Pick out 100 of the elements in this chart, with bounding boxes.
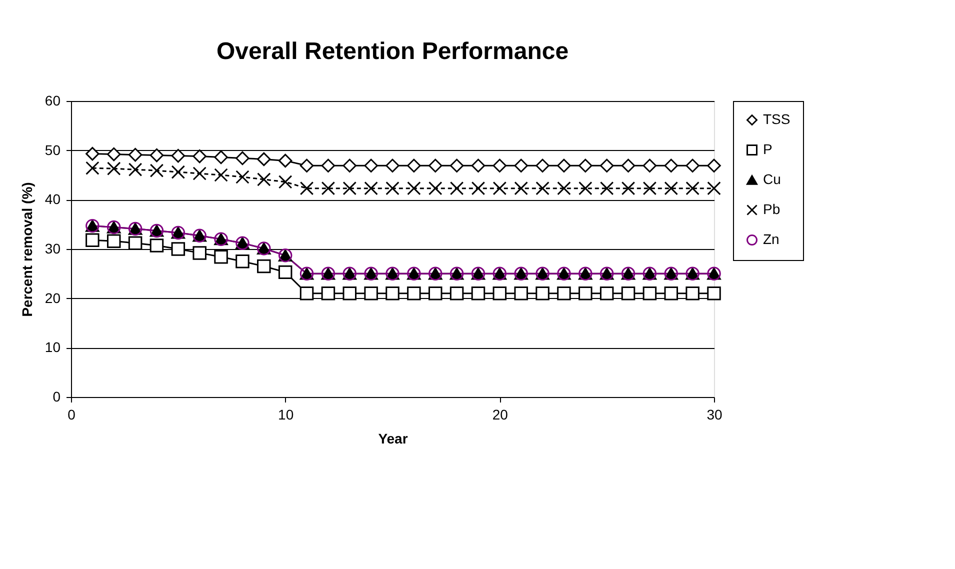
point <box>557 181 571 196</box>
point <box>428 158 442 172</box>
point <box>128 148 142 162</box>
point <box>536 286 550 300</box>
point <box>450 158 464 172</box>
y-tick-label: 10 <box>44 339 61 356</box>
point <box>621 158 636 172</box>
point <box>171 242 186 256</box>
point <box>364 286 378 300</box>
point <box>214 250 228 264</box>
point <box>707 286 721 300</box>
legend-label: Zn <box>763 231 780 247</box>
point <box>321 286 336 300</box>
point <box>150 238 164 252</box>
legend-label: P <box>763 141 772 157</box>
point <box>300 181 314 196</box>
point <box>278 265 292 280</box>
point <box>386 181 400 196</box>
point <box>557 158 571 172</box>
legend-label: TSS <box>763 111 790 127</box>
point <box>514 158 528 172</box>
point <box>686 286 700 300</box>
y-tick-label: 30 <box>44 240 61 256</box>
point <box>578 286 592 300</box>
point <box>578 158 592 172</box>
legend-label: Cu <box>763 171 781 187</box>
point <box>236 254 250 268</box>
point <box>536 181 550 196</box>
point <box>257 152 271 166</box>
point <box>664 286 678 300</box>
point <box>342 286 357 300</box>
point <box>171 148 186 163</box>
point <box>428 286 442 300</box>
point <box>342 181 357 196</box>
point <box>236 170 250 184</box>
y-tick-label: 20 <box>44 290 61 306</box>
point <box>364 158 378 172</box>
point <box>686 158 700 172</box>
point <box>321 158 336 172</box>
point <box>106 162 121 176</box>
point <box>86 233 100 247</box>
y-tick-label: 40 <box>44 191 61 208</box>
point <box>128 236 142 250</box>
point <box>450 181 464 196</box>
point <box>150 148 164 162</box>
x-tick-label: 0 <box>68 406 76 422</box>
point <box>321 181 336 196</box>
point <box>236 151 250 166</box>
point <box>407 286 421 300</box>
point <box>492 158 507 172</box>
point <box>106 147 121 162</box>
point <box>300 158 314 172</box>
point <box>664 158 678 172</box>
point <box>621 286 636 300</box>
y-tick-label: 50 <box>44 142 61 158</box>
point <box>578 181 592 196</box>
point <box>642 158 657 172</box>
x-axis-title: Year <box>378 430 408 446</box>
point <box>150 164 164 178</box>
point <box>386 286 400 300</box>
legend-label: Pb <box>763 201 780 217</box>
point <box>536 158 550 172</box>
point <box>386 158 400 172</box>
point <box>621 181 636 196</box>
point <box>471 181 486 196</box>
point <box>214 150 228 164</box>
point <box>642 286 657 300</box>
point <box>664 181 678 196</box>
point <box>257 259 271 274</box>
point <box>557 286 571 300</box>
point <box>300 286 314 300</box>
y-tick-label: 60 <box>44 92 61 108</box>
point <box>686 181 700 196</box>
point <box>600 181 614 196</box>
point <box>86 161 100 175</box>
y-axis-title: Percent removal (%) <box>18 182 35 317</box>
point <box>106 234 121 248</box>
point <box>192 246 206 260</box>
point <box>128 162 142 176</box>
point <box>450 286 464 300</box>
point <box>407 181 421 196</box>
point <box>257 172 271 186</box>
point <box>707 158 721 172</box>
point <box>278 154 292 168</box>
x-tick-label: 30 <box>706 406 722 422</box>
point <box>192 149 206 164</box>
point <box>342 158 357 172</box>
y-tick-label: 0 <box>52 388 61 404</box>
point <box>278 175 292 189</box>
point <box>492 286 507 300</box>
point <box>407 158 421 172</box>
point <box>192 166 206 180</box>
point <box>364 181 378 196</box>
point <box>514 181 528 196</box>
point <box>600 158 614 172</box>
point <box>214 168 228 182</box>
point <box>171 165 186 179</box>
point <box>600 286 614 300</box>
x-tick-label: 20 <box>492 406 508 422</box>
point <box>642 181 657 196</box>
